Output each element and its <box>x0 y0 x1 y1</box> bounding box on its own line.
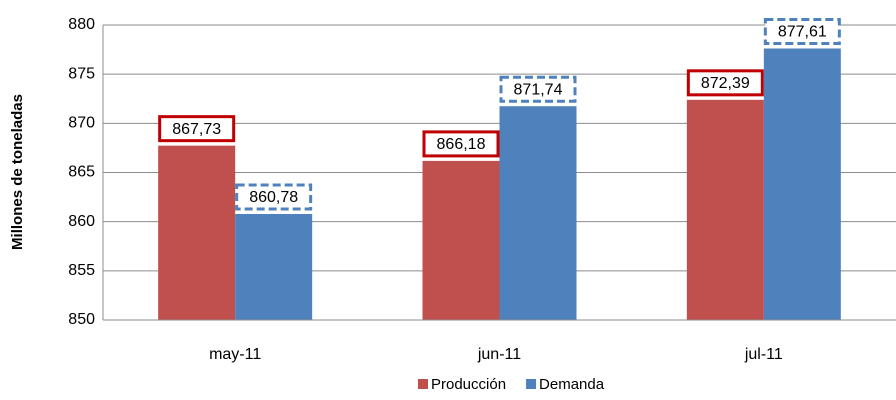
x-tick-label: jul-11 <box>744 346 783 363</box>
value-label: 871,74 <box>514 81 563 98</box>
bar <box>158 145 236 320</box>
y-tick-label: 880 <box>68 16 95 33</box>
y-tick-label: 865 <box>68 164 95 181</box>
x-tick-label: jun-11 <box>477 346 521 363</box>
bar <box>422 160 500 320</box>
bar <box>235 213 313 320</box>
y-tick-label: 870 <box>68 115 95 132</box>
legend-swatch <box>526 379 537 389</box>
legend-label: Demanda <box>539 376 605 393</box>
value-label-box <box>422 130 500 158</box>
value-label-box <box>499 75 577 103</box>
y-tick-label: 860 <box>68 213 95 230</box>
bar <box>686 99 764 320</box>
bar <box>763 48 841 320</box>
y-tick-label: 875 <box>68 65 95 82</box>
value-label-box <box>158 115 236 143</box>
y-axis-label: Millones de toneladas <box>9 94 26 250</box>
y-tick-label: 850 <box>68 311 95 328</box>
x-tick-label: may-11 <box>209 346 261 363</box>
value-label-box <box>235 183 313 211</box>
value-label-box <box>686 69 764 97</box>
value-label: 872,39 <box>701 75 750 92</box>
bar <box>499 106 577 321</box>
value-label: 867,73 <box>172 121 221 138</box>
value-label: 860,78 <box>249 189 298 206</box>
y-tick-label: 855 <box>68 262 95 279</box>
legend-swatch <box>418 379 428 389</box>
legend-label: Producción <box>431 376 506 393</box>
value-label: 866,18 <box>437 136 486 153</box>
value-label: 877,61 <box>778 24 827 41</box>
value-label-box <box>763 18 841 46</box>
